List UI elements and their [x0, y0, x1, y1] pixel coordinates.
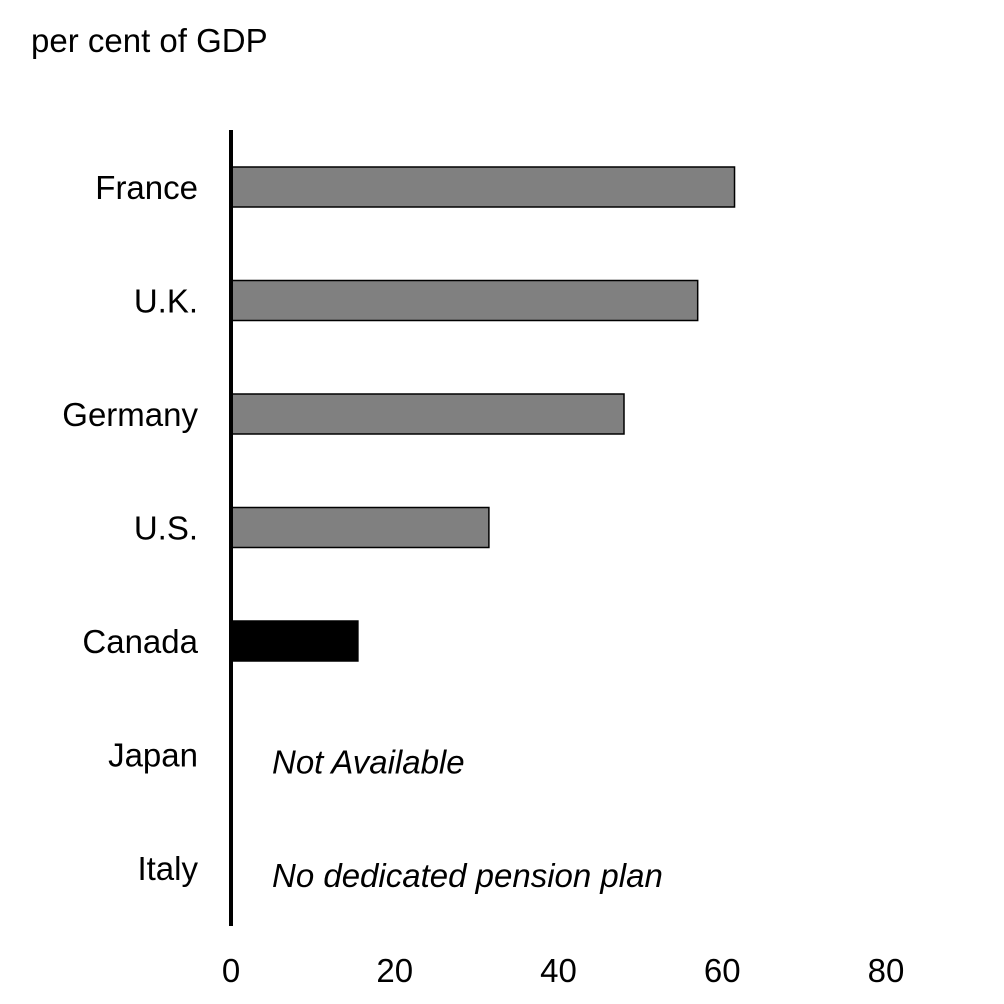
y-axis-unit-label: per cent of GDP — [31, 22, 268, 59]
bar-canada — [230, 620, 359, 662]
x-tick-label-40: 40 — [540, 952, 577, 989]
x-tick-label-20: 20 — [376, 952, 413, 989]
x-tick-label-0: 0 — [222, 952, 240, 989]
bar-u-k — [230, 279, 699, 322]
x-tick-label-60: 60 — [704, 952, 741, 989]
x-axis-tick-labels: 0 20 40 60 80 — [222, 952, 905, 989]
category-label-france: France — [95, 169, 198, 206]
bars-layer — [230, 166, 736, 662]
category-label-japan: Japan — [108, 737, 198, 774]
annotation-labels: Not Available No dedicated pension plan — [272, 744, 663, 895]
category-label-italy: Italy — [137, 850, 198, 887]
category-label-germany: Germany — [62, 396, 198, 433]
annotation-japan: Not Available — [272, 744, 465, 781]
bar-france — [230, 166, 736, 208]
category-label-u-s: U.S. — [134, 510, 198, 547]
annotation-italy: No dedicated pension plan — [272, 857, 663, 894]
bar-germany — [230, 393, 625, 435]
category-label-canada: Canada — [82, 623, 198, 660]
category-labels: France U.K. Germany U.S. Canada Japan Italy — [62, 169, 198, 887]
x-tick-label-80: 80 — [868, 952, 905, 989]
bar-u-s — [230, 506, 490, 549]
category-label-u-k: U.K. — [134, 283, 198, 320]
